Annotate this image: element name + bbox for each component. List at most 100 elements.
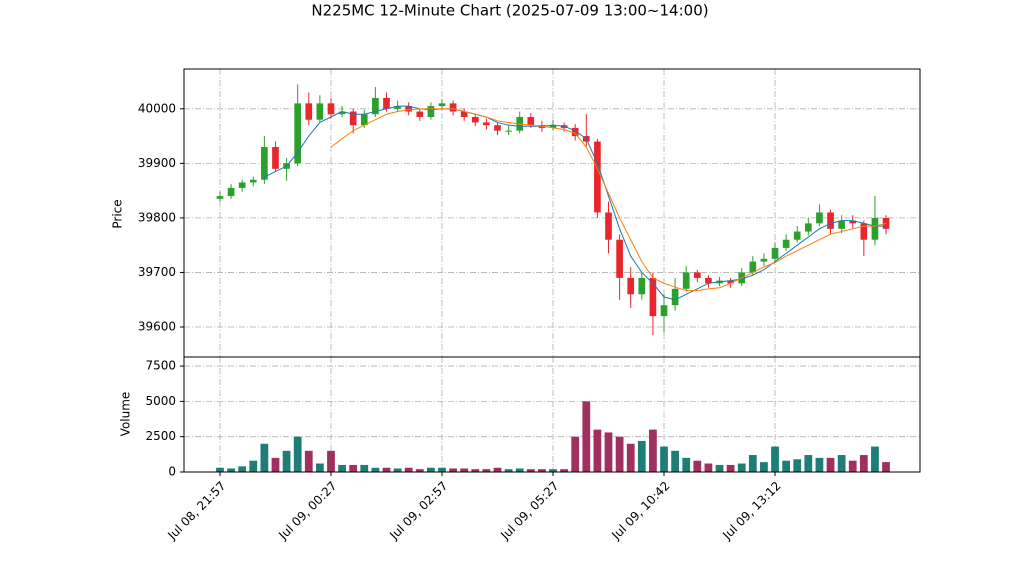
candle-body	[227, 187, 235, 197]
candle-body	[261, 147, 268, 180]
candle-body	[638, 277, 646, 295]
y-tick-label: 39800	[138, 210, 176, 224]
volume-bar	[615, 436, 624, 472]
volume-bar	[504, 469, 513, 472]
volume-bar	[848, 460, 857, 472]
volume-bar	[260, 443, 269, 472]
volume-bar	[238, 466, 247, 472]
volume-bar	[249, 460, 258, 472]
candle-body	[238, 182, 246, 188]
candle-body	[349, 111, 357, 126]
y-axis-label: Price	[111, 199, 125, 228]
candle-body	[760, 258, 768, 262]
volume-bar	[293, 436, 302, 472]
volume-bar	[737, 463, 746, 472]
candle-body	[749, 261, 757, 273]
volume-bar	[782, 460, 791, 472]
volume-bar	[404, 467, 413, 472]
candle-body	[804, 223, 812, 232]
candle-body	[527, 117, 535, 126]
volume-bar	[571, 436, 580, 472]
volume-bar	[582, 401, 591, 472]
candle-body	[782, 239, 790, 248]
candle-body	[372, 97, 379, 115]
volume-bar	[604, 432, 613, 472]
volume-bar	[327, 450, 335, 472]
candle-body	[471, 117, 479, 123]
volume-bar	[660, 446, 668, 472]
volume-bar	[382, 467, 391, 472]
x-tick-label: Jul 09, 13:12	[719, 479, 783, 543]
candle-body	[216, 196, 224, 199]
candle-body	[693, 272, 701, 278]
volume-bar	[826, 457, 835, 472]
x-tick-label: Jul 09, 05:27	[497, 479, 561, 543]
volume-bar	[271, 457, 280, 472]
volume-bar	[760, 462, 768, 472]
volume-bar	[649, 429, 657, 472]
candle-body	[594, 141, 601, 213]
candle-body	[571, 127, 579, 137]
volume-bar	[216, 467, 224, 472]
volume-bar	[882, 462, 890, 472]
y-tick-label: 39600	[138, 320, 176, 334]
volume-bar	[315, 463, 324, 472]
volume-bar	[349, 464, 358, 472]
volume-bar	[460, 468, 469, 472]
volume-bar	[526, 469, 535, 472]
volume-bar	[515, 468, 524, 472]
y-tick-label: 39900	[138, 156, 176, 170]
volume-bar	[871, 446, 879, 472]
candle-body	[427, 106, 435, 117]
candle-body	[383, 97, 390, 109]
volume-bar	[393, 468, 402, 472]
candle-body	[671, 288, 679, 306]
candle-body	[416, 111, 424, 117]
volume-bar	[637, 440, 646, 472]
candle-body	[405, 106, 413, 112]
candle-body	[327, 103, 335, 115]
candle-body	[771, 247, 779, 259]
volume-panel-frame	[183, 356, 921, 473]
candle-body	[360, 114, 368, 126]
candle-body	[460, 111, 468, 117]
volume-bar	[626, 443, 635, 472]
candle-body	[494, 125, 501, 131]
x-tick-label: Jul 09, 10:42	[608, 479, 672, 543]
volume-tick-label: 7500	[145, 359, 176, 373]
y-tick-label: 40000	[138, 101, 176, 115]
candle-body	[871, 217, 879, 240]
volume-axis-label: Volume	[119, 392, 133, 437]
volume-bar	[748, 455, 757, 472]
candle-body	[616, 239, 623, 278]
candle-body	[272, 147, 279, 169]
y-tick-label: 39700	[138, 265, 176, 279]
candle-body	[294, 103, 302, 164]
volume-bar	[427, 467, 435, 472]
volume-bar	[704, 463, 713, 472]
volume-bar	[438, 467, 446, 472]
candle-body	[338, 111, 346, 115]
candle-body	[505, 130, 512, 132]
volume-bar	[771, 446, 779, 472]
volume-tick-label: 5000	[145, 394, 176, 408]
x-tick-label: Jul 08, 21:57	[164, 479, 228, 543]
candle-body	[316, 103, 324, 120]
candle-body	[860, 223, 868, 240]
volume-tick-label: 2500	[145, 429, 176, 443]
candle-body	[483, 122, 490, 126]
candle-body	[394, 106, 401, 109]
volume-bar	[682, 457, 691, 472]
volume-bar	[227, 468, 235, 472]
volume-bar	[693, 460, 702, 472]
candle-body	[682, 272, 690, 289]
volume-bar	[804, 455, 813, 472]
volume-bar	[593, 429, 602, 472]
candle-body	[449, 103, 457, 112]
candle-body	[660, 305, 668, 317]
candle-body	[727, 280, 734, 284]
candle-body	[305, 103, 313, 120]
candle-body	[827, 212, 834, 229]
moving-average-line	[330, 108, 887, 291]
